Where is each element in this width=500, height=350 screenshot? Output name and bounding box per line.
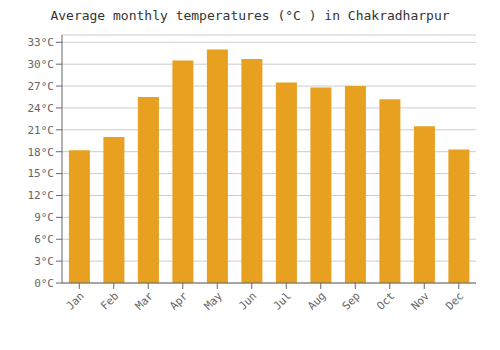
html-text:Average monthly temperatures (: Average monthly temperatures (°C ) in Ch…	[50, 8, 450, 23]
svg-text:9°C: 9°C	[34, 211, 54, 224]
svg-text:Jan: Jan	[64, 289, 87, 312]
svg-text:24°C: 24°C	[28, 102, 55, 115]
svg-text:12°C: 12°C	[28, 189, 55, 202]
svg-text:30°C: 30°C	[28, 58, 55, 71]
svg-text:Mar: Mar	[133, 289, 157, 313]
svg-text:Nov: Nov	[409, 289, 433, 313]
svg-text:Aug: Aug	[305, 289, 328, 312]
svg-text:Sep: Sep	[340, 289, 363, 312]
svg-text:6°C: 6°C	[34, 233, 54, 246]
svg-text:May: May	[202, 289, 226, 313]
svg-text:Dec: Dec	[443, 289, 466, 312]
svg-text:21°C: 21°C	[28, 124, 55, 137]
svg-text:15°C: 15°C	[28, 167, 55, 180]
svg-text:Feb: Feb	[98, 289, 121, 312]
svg-text:3°C: 3°C	[34, 255, 54, 268]
svg-text:33°C: 33°C	[28, 36, 55, 49]
svg-text:Jun: Jun	[236, 289, 259, 312]
svg-text:Jul: Jul	[271, 289, 294, 312]
svg-text:Oct: Oct	[374, 289, 397, 312]
svg-text:0°C: 0°C	[34, 277, 54, 290]
svg-text:18°C: 18°C	[28, 146, 55, 159]
svg-text:27°C: 27°C	[28, 80, 55, 93]
svg-text:Apr: Apr	[167, 289, 191, 313]
